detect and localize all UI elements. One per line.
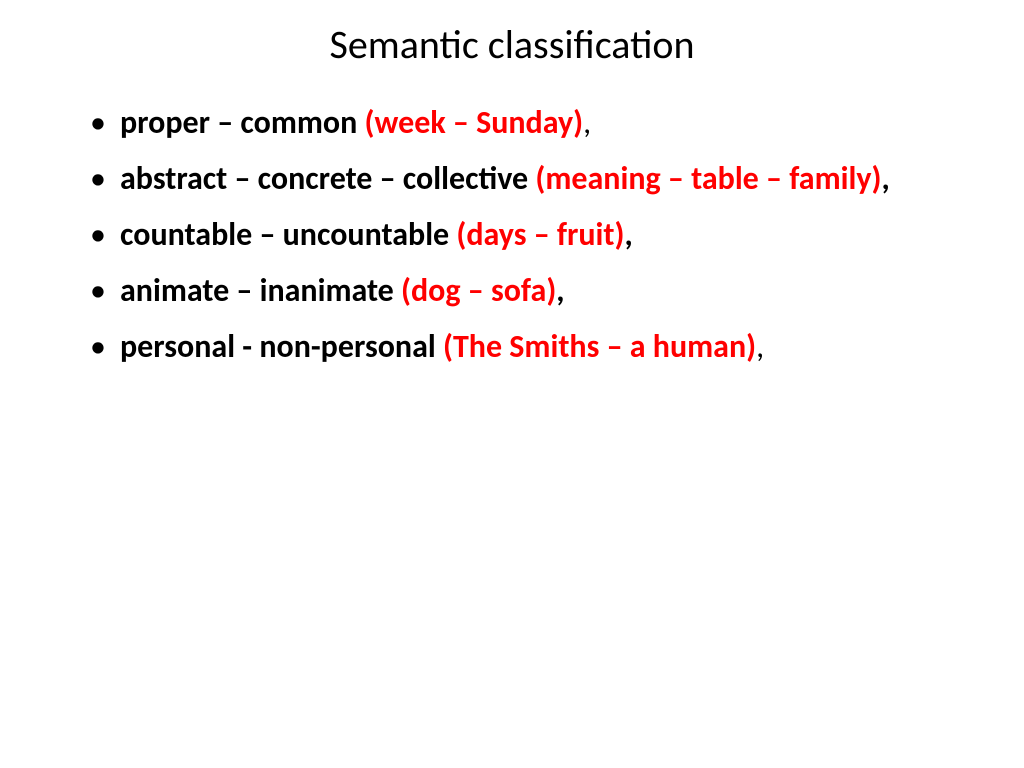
category-text: proper – common xyxy=(120,103,365,142)
list-item: personal - non-personal (The Smiths – a … xyxy=(90,323,964,371)
list-item: abstract – concrete – collective (meanin… xyxy=(90,155,964,203)
category-text: countable – uncountable xyxy=(120,215,456,254)
list-item: countable – uncountable (days – fruit), xyxy=(90,211,964,259)
list-item: proper – common (week – Sunday), xyxy=(90,99,964,147)
example-text: (dog – sofa) xyxy=(401,271,556,310)
trailing-comma: , xyxy=(881,159,889,198)
category-text: personal - non-personal xyxy=(120,327,443,366)
example-text: (week – Sunday) xyxy=(365,103,584,142)
trailing-comma: , xyxy=(583,103,591,142)
slide-container: Semantic classification proper – common … xyxy=(0,0,1024,768)
trailing-comma: , xyxy=(556,271,564,310)
list-item: animate – inanimate (dog – sofa), xyxy=(90,267,964,315)
example-text: (meaning – table – family) xyxy=(535,159,881,198)
example-text: (The Smiths – a human) xyxy=(443,327,756,366)
category-text: animate – inanimate xyxy=(120,271,401,310)
bullet-list: proper – common (week – Sunday), abstrac… xyxy=(60,99,964,371)
category-text: abstract – concrete – collective xyxy=(120,159,535,198)
slide-title: Semantic classification xyxy=(60,20,964,69)
trailing-comma: , xyxy=(624,215,632,254)
trailing-comma: , xyxy=(756,327,764,366)
example-text: (days – fruit) xyxy=(456,215,624,254)
